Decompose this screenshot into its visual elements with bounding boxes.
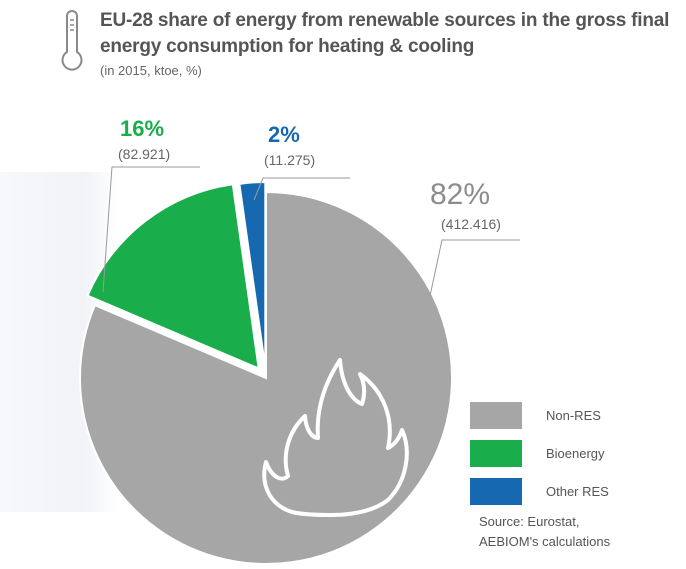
data-label-percent-bioenergy: 16% <box>120 116 165 141</box>
data-label-value-other-res: (11.275) <box>264 152 316 168</box>
legend-label-bioenergy: Bioenergy <box>546 446 605 461</box>
data-label-percent-non-res: 82% <box>430 178 491 211</box>
leader-line-non-res <box>429 239 520 297</box>
pie-slice-non-res <box>79 190 453 565</box>
legend-label-other-res: Other RES <box>546 484 609 499</box>
legend-label-non-res: Non-RES <box>546 408 601 423</box>
legend-item-bioenergy: Bioenergy <box>470 440 660 468</box>
pie-slice-bioenergy <box>86 183 260 371</box>
data-label-percent-other-res: 2% <box>268 122 300 147</box>
leader-line-bioenergy <box>102 166 200 293</box>
data-label-value-non-res: (412.416) <box>441 216 501 232</box>
legend-swatch-other-res <box>470 478 522 505</box>
source-note: Source: Eurostat, AEBIOM's calculations <box>479 512 610 552</box>
data-label-value-bioenergy: (82.921) <box>118 146 171 162</box>
flame-icon <box>262 358 409 517</box>
chart-subtitle: (in 2015, ktoe, %) <box>100 63 202 78</box>
pie-slice-other-res <box>238 181 267 369</box>
legend-swatch-bioenergy <box>470 440 522 467</box>
source-line-1: Source: Eurostat, <box>479 514 580 529</box>
leader-line-other-res <box>253 177 350 201</box>
legend-swatch-non-res <box>470 402 522 429</box>
legend-item-other-res: Other RES <box>470 478 660 506</box>
thermometer-icon <box>61 10 83 71</box>
legend-item-non-res: Non-RES <box>470 402 660 430</box>
chart-title: EU-28 share of energy from renewable sou… <box>100 10 670 57</box>
source-line-2: AEBIOM's calculations <box>479 534 611 549</box>
